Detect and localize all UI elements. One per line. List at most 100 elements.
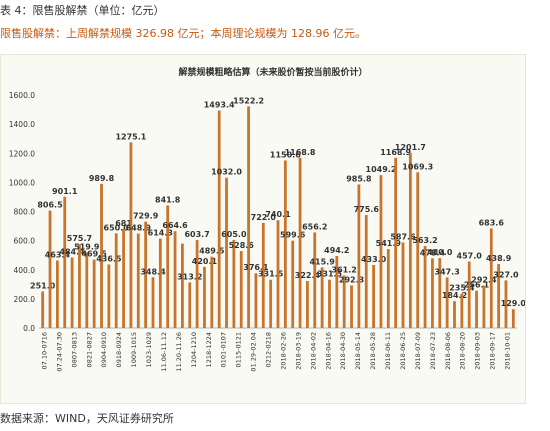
bar — [511, 309, 515, 328]
data-label: 489.5 — [199, 247, 225, 256]
y-tick-label: 200.0 — [14, 295, 36, 304]
data-label: 656.2 — [302, 222, 327, 231]
data-label: 722.0 — [251, 213, 277, 222]
bar — [497, 264, 501, 328]
bar — [144, 221, 148, 328]
bar — [70, 257, 74, 328]
bar — [107, 264, 111, 328]
data-label: 775.6 — [354, 205, 380, 214]
data-label: 129.0 — [501, 299, 525, 308]
data-label: 519.9 — [74, 242, 100, 251]
data-label: 433.0 — [361, 255, 387, 264]
bar — [63, 196, 67, 328]
bar — [386, 249, 390, 328]
data-label: 1522.2 — [233, 96, 264, 105]
x-tick-label: 01.29-02.04 — [250, 332, 258, 372]
x-tick-label: 2018-04-30 — [339, 332, 347, 370]
data-label: 563.2 — [412, 236, 437, 245]
data-label: 1049.2 — [366, 165, 397, 174]
data-label: 901.1 — [52, 187, 78, 196]
data-source: 数据来源：WIND，天风证券研究所 — [0, 412, 174, 425]
bar — [225, 177, 228, 328]
data-label: 292.3 — [339, 275, 364, 284]
x-tick-label: 2018-09-17 — [489, 332, 497, 370]
data-label: 348.4 — [140, 267, 166, 276]
bar — [247, 106, 250, 328]
data-label: 575.7 — [67, 234, 92, 243]
bar — [276, 220, 280, 328]
bar — [217, 110, 221, 328]
chart-panel: 解禁规模粗略估算（未来股价暂按当前股价计） 0.0 200.0 400.0 600.0 8… — [0, 54, 526, 404]
data-label: 650.0 — [104, 223, 130, 232]
data-label: 1168.9 — [380, 148, 411, 157]
x-tick-label: 2018-03-19 — [294, 332, 302, 370]
data-label: 235.4 — [449, 284, 475, 293]
x-tick-label: 2018-08-20 — [459, 332, 467, 370]
x-tick-label: 2018-06-25 — [399, 332, 407, 370]
x-tick-label: 2018-07-09 — [414, 332, 422, 370]
data-label: 1032.0 — [211, 168, 242, 177]
data-label: 1150.6 — [270, 150, 301, 159]
bar — [41, 291, 45, 328]
data-label: 480.0 — [427, 248, 453, 257]
x-tick-label: 0115-0121 — [235, 332, 243, 367]
bar — [232, 239, 236, 328]
data-label: 648.9 — [126, 224, 152, 233]
bar — [151, 277, 155, 328]
bar — [445, 277, 449, 328]
bar — [364, 215, 368, 328]
bar — [181, 243, 184, 328]
data-label: 438.9 — [486, 254, 512, 263]
x-tick-label: 11.06-11.12 — [160, 332, 168, 372]
data-label: 1201.7 — [395, 143, 426, 152]
table-caption: 表 4：限售股解禁（单位：亿元） — [0, 4, 165, 17]
bar — [261, 222, 265, 328]
bar — [306, 281, 309, 328]
x-tick-label: 2018-05-14 — [354, 332, 362, 370]
bar — [335, 256, 339, 328]
data-label: 415.9 — [309, 257, 335, 266]
data-label: 184.2 — [442, 291, 467, 300]
bar — [416, 172, 420, 328]
x-tick-label: 0821-0827 — [85, 332, 93, 367]
bar — [210, 256, 214, 328]
x-tick-label: 2018-10-01 — [504, 332, 512, 370]
data-label: 528.6 — [229, 241, 255, 250]
x-tick-label: 2018-04-16 — [324, 332, 332, 370]
bar — [298, 157, 302, 328]
data-label: 587.6 — [390, 232, 416, 241]
data-label: 256.1 — [464, 281, 490, 290]
data-label: 1493.4 — [204, 101, 235, 110]
bar-chart: 解禁规模粗略估算（未来股价暂按当前股价计） 0.0 200.0 400.0 600.0 8… — [9, 66, 525, 372]
data-label: 494.2 — [324, 246, 349, 255]
x-tick-label: 1204-1210 — [190, 332, 198, 367]
bar — [431, 258, 434, 328]
data-label: 1168.8 — [285, 148, 316, 157]
data-label: 436.5 — [96, 254, 122, 263]
data-label: 251.0 — [30, 281, 56, 290]
data-label: 313.2 — [177, 272, 202, 281]
data-label: 463.4 — [45, 251, 71, 260]
x-tick-label: 0101-0107 — [220, 332, 228, 367]
data-label: 327.0 — [493, 270, 519, 279]
bar — [283, 160, 287, 328]
x-tick-label: 0212-0218 — [265, 332, 273, 367]
bar — [78, 244, 81, 328]
x-tick-label: 2018-09-03 — [474, 332, 482, 370]
y-tick-label: 1600.0 — [9, 91, 35, 100]
bar — [203, 266, 206, 328]
data-label: 985.8 — [346, 174, 372, 183]
bar — [438, 258, 442, 328]
y-tick-label: 800.0 — [14, 208, 36, 217]
data-label: 729.9 — [133, 212, 159, 221]
bar — [504, 280, 508, 328]
data-label: 603.7 — [184, 230, 209, 239]
data-label: 420.1 — [192, 257, 218, 266]
bar — [423, 245, 427, 328]
bar — [394, 157, 398, 328]
bar — [122, 228, 125, 328]
bar — [129, 142, 133, 328]
bar — [342, 275, 346, 328]
data-label: 331.5 — [258, 270, 284, 279]
x-tick-label: 0807-0813 — [70, 332, 78, 367]
